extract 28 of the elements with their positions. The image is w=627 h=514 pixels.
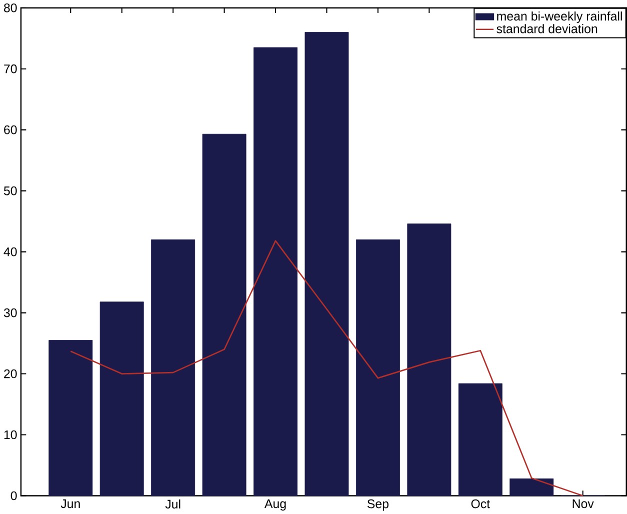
bar (151, 239, 196, 496)
y-tick-label: 40 (4, 247, 17, 256)
y-tick-label: 70 (4, 64, 17, 74)
x-tick-label: Nov (572, 499, 594, 508)
x-tick-label: Jun (60, 499, 80, 508)
bar (304, 32, 349, 496)
legend-label: standard deviation (496, 24, 598, 34)
y-tick-label: 30 (4, 308, 17, 318)
bar (510, 478, 554, 496)
bar (48, 340, 93, 496)
legend-label: mean bi-weekly rainfall (497, 11, 622, 23)
y-tick-label: 80 (4, 3, 17, 12)
bar (254, 47, 298, 496)
y-tick-label: 0 (10, 491, 17, 500)
y-tick-label: 50 (4, 186, 17, 196)
bar (407, 223, 452, 496)
bar (202, 134, 246, 496)
x-tick-label: Sep (367, 499, 388, 511)
x-tick-label: Oct (471, 499, 490, 508)
x-tick-label: Aug (264, 499, 286, 510)
x-tick-label: Jul (165, 499, 180, 508)
line-series (70, 240, 584, 496)
bar (458, 383, 502, 496)
y-tick-label: 20 (4, 369, 17, 378)
bar (356, 239, 400, 496)
y-tick-label: 60 (4, 125, 17, 134)
bar (100, 302, 144, 496)
y-tick-label: 10 (4, 430, 17, 440)
